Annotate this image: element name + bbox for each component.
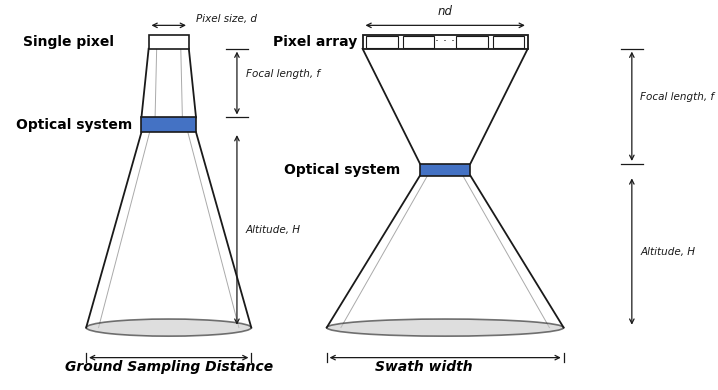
Text: Swath width: Swath width xyxy=(375,360,472,374)
Bar xyxy=(149,35,189,49)
Bar xyxy=(457,36,488,48)
Text: · · ·: · · · xyxy=(435,35,455,48)
Ellipse shape xyxy=(327,319,564,336)
Bar xyxy=(141,117,196,132)
Text: Optical system: Optical system xyxy=(16,118,132,132)
Text: Single pixel: Single pixel xyxy=(23,35,114,49)
Text: Focal length, f: Focal length, f xyxy=(246,69,320,79)
Text: Pixel array: Pixel array xyxy=(273,35,357,49)
Text: Ground Sampling Distance: Ground Sampling Distance xyxy=(65,360,273,374)
Ellipse shape xyxy=(86,319,251,336)
Text: Focal length, f: Focal length, f xyxy=(640,92,714,102)
Bar xyxy=(403,36,434,48)
Text: nd: nd xyxy=(438,5,452,18)
Bar xyxy=(420,164,470,176)
Text: Altitude, H: Altitude, H xyxy=(246,225,301,235)
Bar xyxy=(366,36,398,48)
Text: Altitude, H: Altitude, H xyxy=(640,246,696,257)
Text: Optical system: Optical system xyxy=(284,163,400,177)
Bar xyxy=(493,36,524,48)
Text: Pixel size, d: Pixel size, d xyxy=(196,14,257,24)
Bar xyxy=(363,35,528,49)
